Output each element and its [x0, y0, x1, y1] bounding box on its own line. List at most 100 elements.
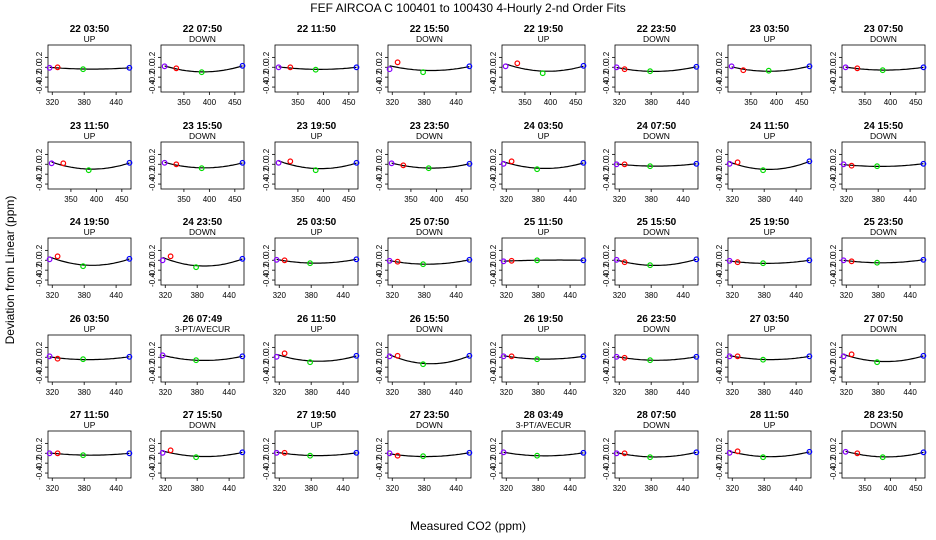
x-tick-label: 380 — [77, 484, 91, 493]
panel-time: 22 15:50 — [410, 24, 450, 35]
x-tick-label: 380 — [871, 388, 885, 397]
y-tick-label: -0.2 — [829, 70, 838, 84]
y-tick-label: -0.2 — [489, 456, 498, 470]
data-point — [466, 160, 473, 167]
fit-curve — [389, 354, 470, 365]
fit-curve — [729, 259, 810, 264]
y-tick-label: 0.2 — [602, 244, 611, 256]
data-point — [726, 257, 733, 264]
x-tick-label: 380 — [417, 291, 431, 300]
panel-mode-label: UP — [311, 131, 323, 141]
x-tick-label: 320 — [613, 484, 627, 493]
fit-curve — [389, 65, 470, 72]
data-point — [420, 69, 427, 76]
x-tick-label: 440 — [222, 484, 236, 493]
y-tick-label: 0.2 — [375, 244, 384, 256]
y-tick-label: 0.0 — [829, 254, 838, 266]
x-tick-label: 380 — [190, 484, 204, 493]
fit-curve — [505, 63, 584, 72]
panel-mode-label: DOWN — [643, 324, 670, 334]
x-tick-label: 380 — [304, 484, 318, 493]
x-tick-label: 380 — [531, 484, 545, 493]
data-point — [879, 67, 886, 74]
y-tick-label: 0.2 — [35, 244, 44, 256]
fit-curve — [162, 354, 243, 361]
y-tick-label: -0.2 — [262, 456, 271, 470]
x-tick-label: 440 — [563, 484, 577, 493]
x-tick-label: 440 — [903, 291, 917, 300]
data-point — [126, 255, 133, 262]
data-point — [287, 64, 294, 71]
y-tick-label: 0.2 — [715, 244, 724, 256]
x-tick-label: 450 — [569, 98, 583, 107]
data-point — [161, 159, 168, 166]
data-point — [386, 257, 393, 264]
x-tick-label: 400 — [317, 195, 331, 204]
y-tick-label: 0.0 — [602, 447, 611, 459]
y-tick-label: -0.4 — [35, 466, 44, 480]
x-tick-label: 440 — [109, 291, 123, 300]
panel-time: 22 11:50 — [297, 24, 336, 35]
panel-time: 23 19:50 — [297, 121, 337, 132]
y-tick-label: -0.4 — [489, 466, 498, 480]
panel-frame — [501, 44, 586, 93]
data-point — [46, 64, 53, 71]
y-tick-label: 0.2 — [489, 437, 498, 449]
y-tick-label: -0.2 — [715, 263, 724, 277]
y-tick-label: 0.0 — [375, 351, 384, 363]
data-point — [502, 63, 509, 70]
fit-curve — [162, 450, 243, 458]
x-tick-label: 440 — [449, 98, 463, 107]
y-tick-label: -0.2 — [262, 263, 271, 277]
y-tick-label: -0.2 — [489, 263, 498, 277]
panel-time: 27 19:50 — [297, 410, 337, 421]
x-tick-label: 440 — [563, 388, 577, 397]
data-point — [275, 64, 282, 71]
data-point — [46, 450, 53, 457]
data-point — [920, 256, 927, 263]
x-tick-label: 320 — [726, 388, 740, 397]
panel-time: 27 07:50 — [864, 314, 904, 325]
x-tick-label: 380 — [190, 388, 204, 397]
y-tick-label: 0.2 — [35, 51, 44, 63]
x-tick-label: 320 — [500, 195, 514, 204]
x-tick-label: 380 — [304, 291, 318, 300]
panel-mode-label: UP — [84, 227, 96, 237]
fit-curve — [616, 451, 697, 458]
data-point — [198, 69, 205, 76]
panel-mode-label: UP — [311, 420, 323, 430]
data-point — [760, 260, 766, 267]
data-point — [539, 70, 546, 77]
data-point — [307, 260, 314, 267]
y-tick-label: 0.0 — [602, 158, 611, 170]
y-tick-label: -0.2 — [375, 456, 384, 470]
data-point — [760, 167, 766, 174]
x-tick-label: 440 — [676, 388, 690, 397]
data-point — [394, 352, 401, 359]
x-tick-label: 440 — [789, 195, 803, 204]
y-tick-label: 0.2 — [602, 51, 611, 63]
panel-frame — [274, 141, 359, 190]
fit-curve — [843, 259, 924, 264]
x-tick-label: 380 — [417, 484, 431, 493]
y-tick-label: 0.2 — [375, 148, 384, 160]
data-point — [693, 63, 700, 70]
y-tick-label: -0.4 — [829, 80, 838, 94]
y-tick-label: -0.2 — [829, 167, 838, 181]
data-point — [806, 257, 813, 264]
data-point — [613, 256, 620, 263]
panel-mode-label: DOWN — [189, 227, 216, 237]
data-point — [239, 353, 246, 360]
panel-time: 28 03:49 — [524, 410, 564, 421]
y-tick-label: -0.4 — [489, 273, 498, 287]
y-tick-label: 0.0 — [489, 158, 498, 170]
y-tick-label: -0.2 — [489, 70, 498, 84]
